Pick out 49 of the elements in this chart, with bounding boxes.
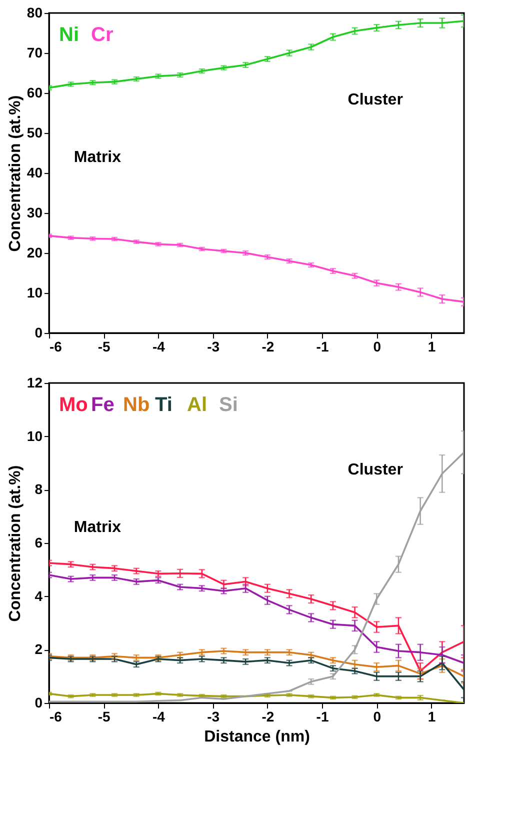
x-tick-label: -1: [316, 708, 329, 724]
y-tick-label: 10: [26, 428, 43, 444]
x-tick-label: 0: [373, 708, 382, 724]
annotation: Matrix: [74, 149, 122, 166]
y-tick-label: 80: [26, 4, 43, 20]
y-tick-label: 12: [26, 374, 43, 390]
x-tick-label: -3: [207, 708, 220, 724]
text: Al: [187, 394, 207, 416]
x-tick-label: -5: [98, 338, 111, 354]
y-axis-title: Concentration (at.%): [6, 465, 24, 622]
y-tick-label: 6: [34, 534, 43, 550]
text: Mo: [59, 394, 88, 416]
y-tick-label: 4: [34, 588, 43, 604]
x-tick-label: -3: [207, 338, 220, 354]
y-tick-label: 20: [26, 244, 43, 260]
x-axis-title: Distance (nm): [204, 728, 310, 746]
annotation: Cluster: [348, 461, 403, 478]
y-axis-title: Concentration (at.%): [6, 95, 24, 252]
series-label: Ni: [59, 24, 79, 46]
text: Nb: [123, 394, 150, 416]
text: Ti: [155, 394, 172, 416]
x-tick-label: -6: [50, 338, 62, 354]
y-tick-label: 70: [26, 44, 43, 60]
x-tick-label: -2: [262, 708, 274, 724]
x-tick-label: -1: [316, 338, 329, 354]
x-tick-label: -4: [152, 708, 166, 724]
y-tick-label: 30: [26, 204, 43, 220]
line-series: [49, 650, 464, 678]
y-tick-label: 10: [26, 284, 43, 300]
text: Si: [219, 394, 238, 416]
y-tick-label: 0: [34, 324, 43, 340]
x-tick-label: 1: [428, 708, 436, 724]
x-tick-label: 0: [373, 338, 382, 354]
x-tick-label: 1: [428, 338, 436, 354]
y-tick-label: 2: [34, 641, 43, 658]
line-series: [49, 562, 464, 672]
y-tick-label: 0: [34, 694, 43, 710]
y-tick-label: 50: [26, 124, 43, 140]
x-tick-label: -5: [98, 708, 111, 724]
y-tick-label: 60: [26, 84, 43, 100]
y-tick-label: 8: [34, 481, 43, 498]
x-tick-label: -6: [50, 708, 62, 724]
annotation: Matrix: [74, 519, 122, 536]
text: Fe: [91, 394, 114, 416]
x-tick-label: -4: [152, 338, 166, 354]
text: Cr: [91, 24, 114, 46]
annotation: Cluster: [348, 91, 403, 108]
x-tick-label: -2: [262, 338, 274, 354]
y-tick-label: 40: [26, 164, 43, 180]
